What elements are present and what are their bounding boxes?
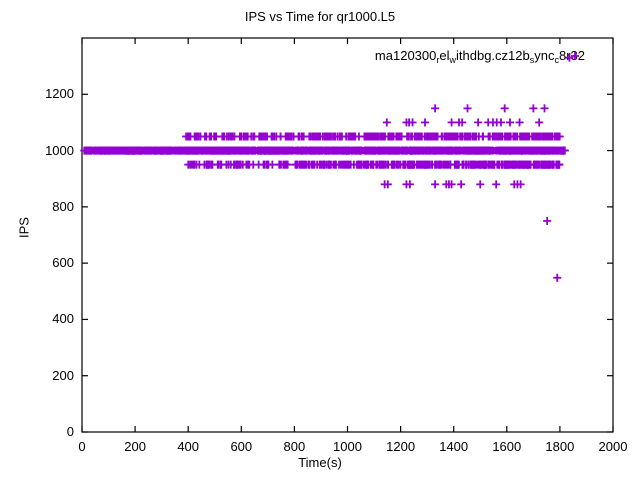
y-tick-label: 600 (52, 255, 74, 271)
axis-tick-marks (81, 38, 614, 433)
x-tick-label: 2000 (598, 439, 628, 454)
x-axis-label: Time(s) (298, 455, 342, 470)
x-tick-label: 1800 (545, 439, 575, 454)
legend-series-label: ma120300relwithdbg.cz12bsyncc8r32 (374, 48, 585, 65)
x-tick-label: 1000 (333, 439, 362, 454)
x-tick-label: 600 (230, 439, 253, 454)
x-tick-label: 200 (124, 439, 146, 454)
x-tick-label: 1400 (439, 439, 469, 454)
y-tick-label: 0 (66, 424, 74, 439)
x-tick-label: 1200 (386, 439, 416, 454)
x-tick-label: 1600 (492, 439, 522, 454)
x-tick-label: 0 (78, 439, 86, 454)
y-tick-label: 1000 (45, 142, 74, 158)
data-point-markers (80, 53, 574, 282)
y-tick-label: 800 (52, 198, 74, 214)
y-tick-label: 200 (52, 367, 74, 383)
y-tick-label: 1200 (45, 86, 74, 102)
x-tick-label: 400 (177, 439, 200, 454)
y-tick-label: 400 (52, 311, 74, 327)
x-tick-label: 800 (283, 439, 306, 454)
legend-marker (571, 52, 579, 60)
plot-border (81, 37, 614, 433)
chart-title: IPS vs Time for qr1000.L5 (244, 9, 396, 24)
